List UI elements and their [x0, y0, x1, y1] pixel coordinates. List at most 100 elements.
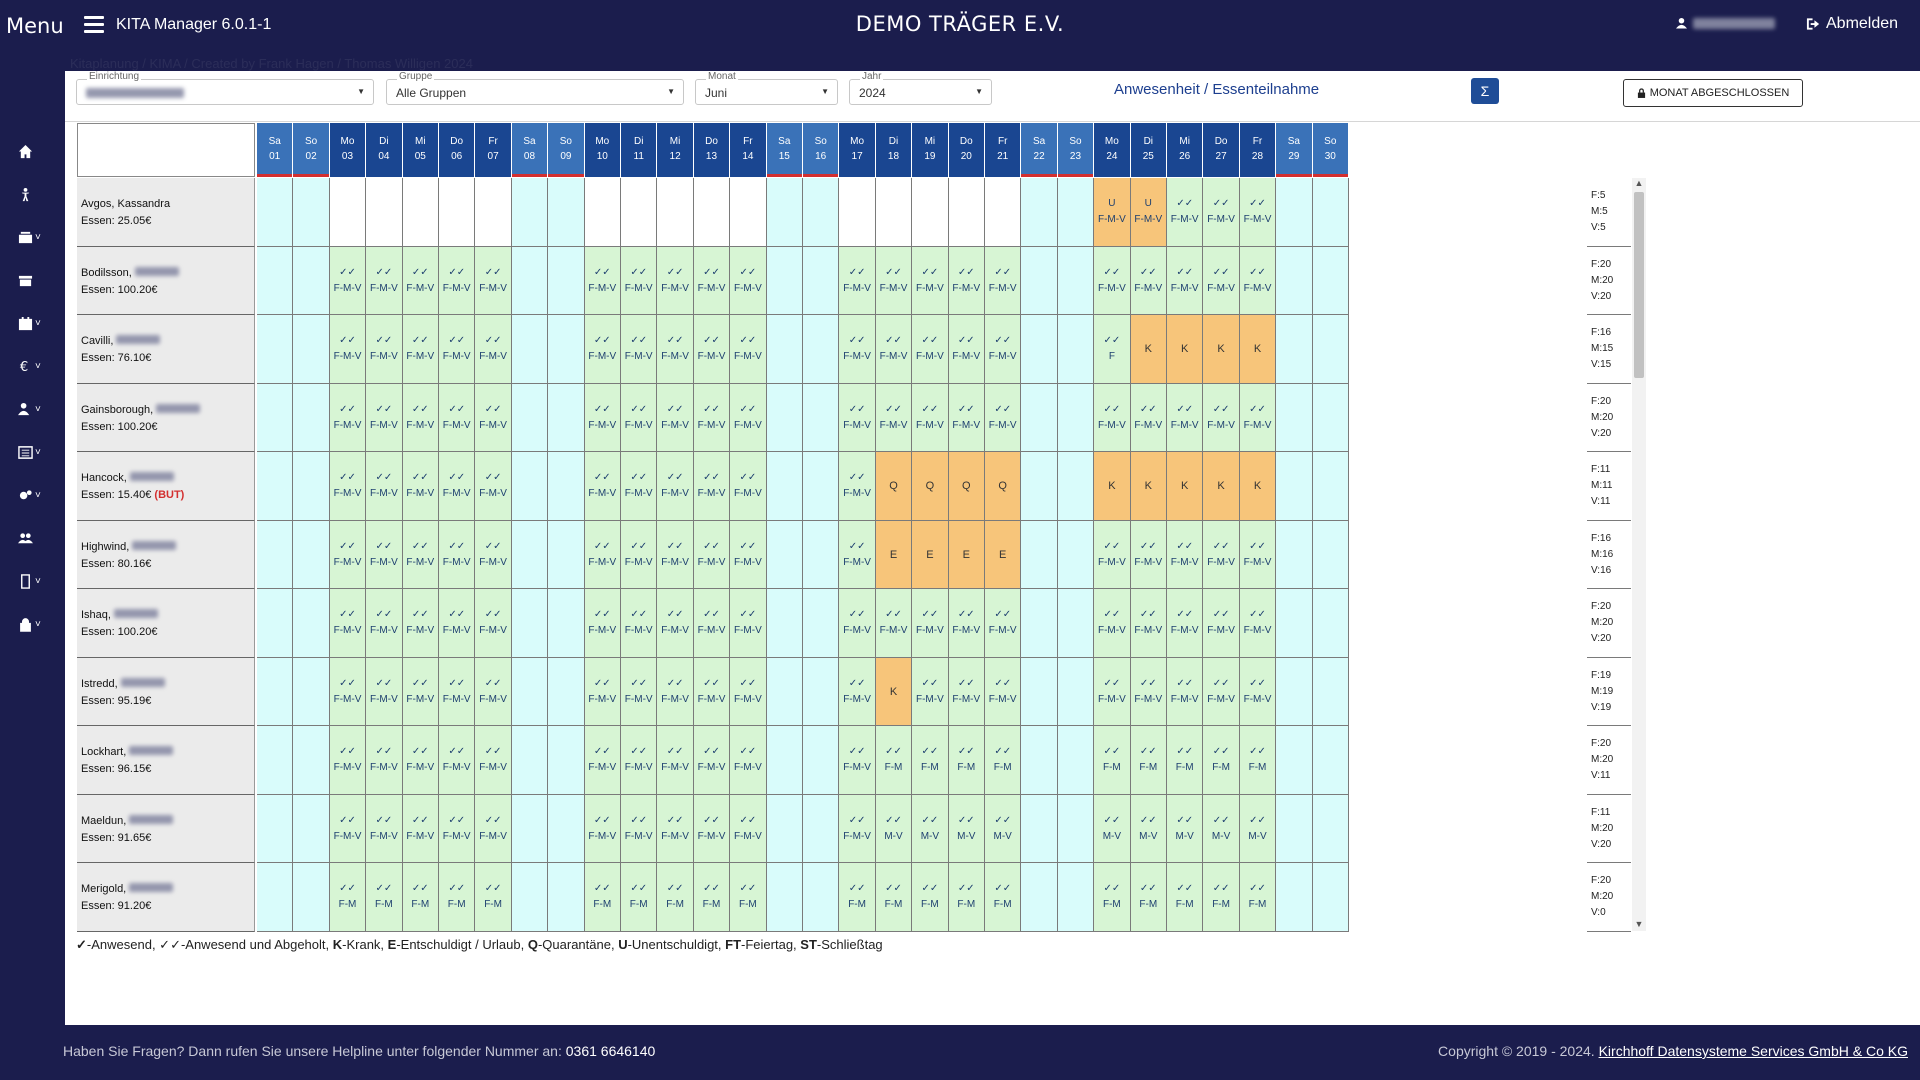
attendance-cell[interactable]: ✓✓ F-M-V	[584, 383, 621, 452]
attendance-cell[interactable]	[548, 246, 585, 315]
attendance-cell[interactable]: ✓✓ F-M-V	[439, 520, 476, 589]
attendance-cell[interactable]: ✓✓ F-M-V	[693, 383, 731, 452]
attendance-cell[interactable]	[1057, 657, 1095, 726]
sidebar-item-children[interactable]	[18, 182, 58, 206]
attendance-cell[interactable]	[985, 178, 1022, 247]
sidebar-item-user-settings[interactable]: ˅	[18, 397, 58, 421]
attendance-cell[interactable]: ✓✓ F-M-V	[730, 315, 767, 384]
attendance-cell[interactable]	[803, 863, 840, 932]
attendance-cell[interactable]: K	[1167, 452, 1204, 521]
attendance-cell[interactable]: Q	[912, 452, 949, 521]
attendance-cell[interactable]	[548, 452, 585, 521]
attendance-cell[interactable]: ✓✓ F-M-V	[912, 315, 949, 384]
attendance-cell[interactable]: ✓✓ F-M-V	[948, 246, 985, 315]
attendance-cell[interactable]	[511, 863, 549, 932]
attendance-cell[interactable]: E	[875, 520, 913, 589]
attendance-cell[interactable]: ✓✓ F-M-V	[366, 794, 403, 863]
attendance-cell[interactable]: ✓✓ F-M-V	[875, 315, 913, 384]
attendance-cell[interactable]	[1312, 863, 1349, 932]
attendance-cell[interactable]	[875, 178, 913, 247]
attendance-cell[interactable]	[511, 794, 549, 863]
attendance-cell[interactable]	[1021, 315, 1058, 384]
attendance-cell[interactable]: ✓✓ F-M-V	[1239, 383, 1277, 452]
attendance-cell[interactable]: ✓✓ F-M-V	[730, 246, 767, 315]
attendance-cell[interactable]: ✓✓ F-M-V	[439, 315, 476, 384]
attendance-cell[interactable]	[1276, 452, 1313, 521]
attendance-cell[interactable]: K	[1094, 452, 1131, 521]
attendance-cell[interactable]	[1312, 246, 1349, 315]
child-name-cell[interactable]: Ishaq, Essen: 100.20€	[77, 589, 255, 658]
attendance-cell[interactable]: ✓✓ F-M-V	[584, 726, 621, 795]
attendance-cell[interactable]: Q	[948, 452, 985, 521]
attendance-cell[interactable]: ✓✓ F-M	[948, 726, 985, 795]
attendance-cell[interactable]: ✓✓ F-M-V	[985, 315, 1022, 384]
attendance-cell[interactable]	[766, 794, 803, 863]
attendance-cell[interactable]: ✓✓ F-M-V	[329, 383, 367, 452]
attendance-cell[interactable]: ✓✓ F-M-V	[475, 589, 512, 658]
attendance-cell[interactable]: ✓✓ F-M-V	[621, 589, 658, 658]
attendance-cell[interactable]: ✓✓ F-M-V	[839, 452, 876, 521]
attendance-cell[interactable]	[1021, 452, 1058, 521]
attendance-cell[interactable]	[839, 178, 876, 247]
attendance-cell[interactable]: ✓✓ F-M-V	[657, 589, 694, 658]
attendance-cell[interactable]	[1312, 178, 1349, 247]
attendance-cell[interactable]: ✓✓ F-M-V	[439, 452, 476, 521]
attendance-cell[interactable]: ✓✓ F-M-V	[329, 726, 367, 795]
attendance-cell[interactable]: ✓✓ F-M-V	[366, 452, 403, 521]
attendance-cell[interactable]	[1276, 178, 1313, 247]
attendance-cell[interactable]: ✓✓ F-M-V	[948, 315, 985, 384]
attendance-cell[interactable]: ✓✓ F-M-V	[839, 520, 876, 589]
attendance-cell[interactable]: ✓✓ F-M-V	[730, 383, 767, 452]
attendance-cell[interactable]: ✓✓ F-M-V	[439, 726, 476, 795]
attendance-cell[interactable]	[293, 589, 330, 658]
attendance-cell[interactable]: ✓✓ F-M-V	[912, 383, 949, 452]
attendance-cell[interactable]: ✓✓ F-M	[1203, 726, 1240, 795]
attendance-cell[interactable]: ✓✓ F-M-V	[1167, 657, 1204, 726]
attendance-cell[interactable]	[257, 589, 294, 658]
attendance-cell[interactable]: ✓✓ F-M	[621, 863, 658, 932]
attendance-cell[interactable]: ✓✓ F-M-V	[839, 383, 876, 452]
sidebar-item-finance[interactable]: € ˅	[19, 359, 41, 374]
attendance-cell[interactable]: ✓✓ F-M-V	[621, 794, 658, 863]
attendance-cell[interactable]: ✓✓ M-V	[1239, 794, 1277, 863]
attendance-cell[interactable]	[511, 246, 549, 315]
attendance-cell[interactable]: ✓✓ F-M-V	[584, 246, 621, 315]
attendance-cell[interactable]: ✓✓ F-M	[1167, 863, 1204, 932]
attendance-cell[interactable]: ✓✓ F-M	[439, 863, 476, 932]
attendance-cell[interactable]: ✓✓ F-M-V	[839, 726, 876, 795]
attendance-cell[interactable]: ✓✓ F-M-V	[366, 657, 403, 726]
attendance-cell[interactable]: ✓✓ F-M-V	[985, 657, 1022, 726]
attendance-cell[interactable]: ✓✓ F-M-V	[1239, 178, 1277, 247]
attendance-cell[interactable]: ✓✓ F-M-V	[402, 794, 439, 863]
attendance-cell[interactable]: K	[1130, 452, 1167, 521]
attendance-cell[interactable]: ✓✓ F-M-V	[912, 589, 949, 658]
attendance-cell[interactable]	[293, 178, 330, 247]
attendance-cell[interactable]: ✓✓ F-M-V	[1130, 383, 1167, 452]
attendance-cell[interactable]	[257, 520, 294, 589]
attendance-cell[interactable]: K	[875, 657, 913, 726]
attendance-cell[interactable]: ✓✓ F-M	[657, 863, 694, 932]
attendance-cell[interactable]	[257, 657, 294, 726]
child-name-cell[interactable]: Lockhart, Essen: 96.15€	[77, 726, 255, 795]
attendance-cell[interactable]	[293, 452, 330, 521]
attendance-cell[interactable]: ✓✓ F-M-V	[875, 246, 913, 315]
attendance-cell[interactable]	[511, 315, 549, 384]
attendance-cell[interactable]: ✓✓ F-M-V	[584, 794, 621, 863]
attendance-cell[interactable]	[257, 452, 294, 521]
attendance-cell[interactable]: ✓✓ F-M-V	[1130, 589, 1167, 658]
attendance-cell[interactable]	[730, 178, 767, 247]
attendance-cell[interactable]	[1021, 246, 1058, 315]
attendance-cell[interactable]: ✓✓ F-M-V	[475, 452, 512, 521]
sidebar-item-home[interactable]	[18, 139, 58, 163]
attendance-cell[interactable]	[1021, 520, 1058, 589]
sidebar-item-stack[interactable]: ˅	[18, 225, 58, 249]
attendance-cell[interactable]: ✓✓ F-M	[693, 863, 731, 932]
attendance-cell[interactable]: ✓✓ F-M	[730, 863, 767, 932]
attendance-cell[interactable]: ✓✓ F-M-V	[1094, 246, 1131, 315]
attendance-cell[interactable]	[329, 178, 367, 247]
attendance-cell[interactable]: ✓✓ F-M-V	[730, 726, 767, 795]
attendance-cell[interactable]	[1276, 520, 1313, 589]
attendance-cell[interactable]	[293, 246, 330, 315]
attendance-cell[interactable]	[1021, 657, 1058, 726]
attendance-cell[interactable]	[293, 863, 330, 932]
